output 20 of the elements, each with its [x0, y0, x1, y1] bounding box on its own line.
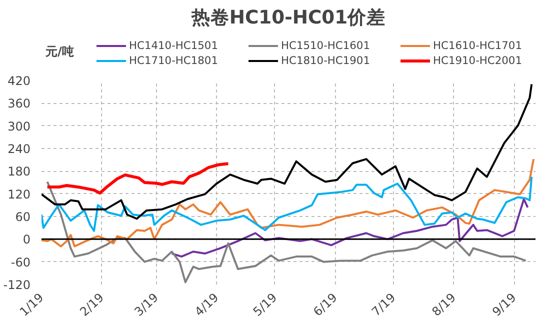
y-tick-label: 60	[15, 210, 31, 224]
legend-label: HC1910-HC2001	[433, 54, 522, 67]
y-tick-label: 360	[8, 96, 30, 111]
y-tick-label: -120	[3, 278, 30, 292]
y-tick-label: 0	[22, 232, 31, 247]
legend-label: HC1510-HC1601	[281, 39, 370, 52]
y-tick-label: 420	[8, 74, 30, 88]
line-series	[170, 198, 529, 258]
y-tick-label: 180	[8, 164, 30, 179]
y-axis-title: 元/吨	[44, 44, 74, 58]
legend-label: HC1710-HC1801	[129, 54, 218, 67]
y-tick-label: 120	[8, 187, 30, 202]
legend-label: HC1810-HC1901	[281, 54, 370, 67]
legend-label: HC1410-HC1501	[129, 39, 218, 52]
line-series	[46, 162, 230, 195]
y-tick-label: 300	[8, 119, 30, 134]
y-tick-label: 240	[8, 142, 30, 156]
legend-label: HC1610-HC1701	[433, 39, 522, 52]
y-tick-label: -60	[10, 255, 31, 270]
chart-title: 热卷HC10-HC01价差	[190, 8, 386, 28]
